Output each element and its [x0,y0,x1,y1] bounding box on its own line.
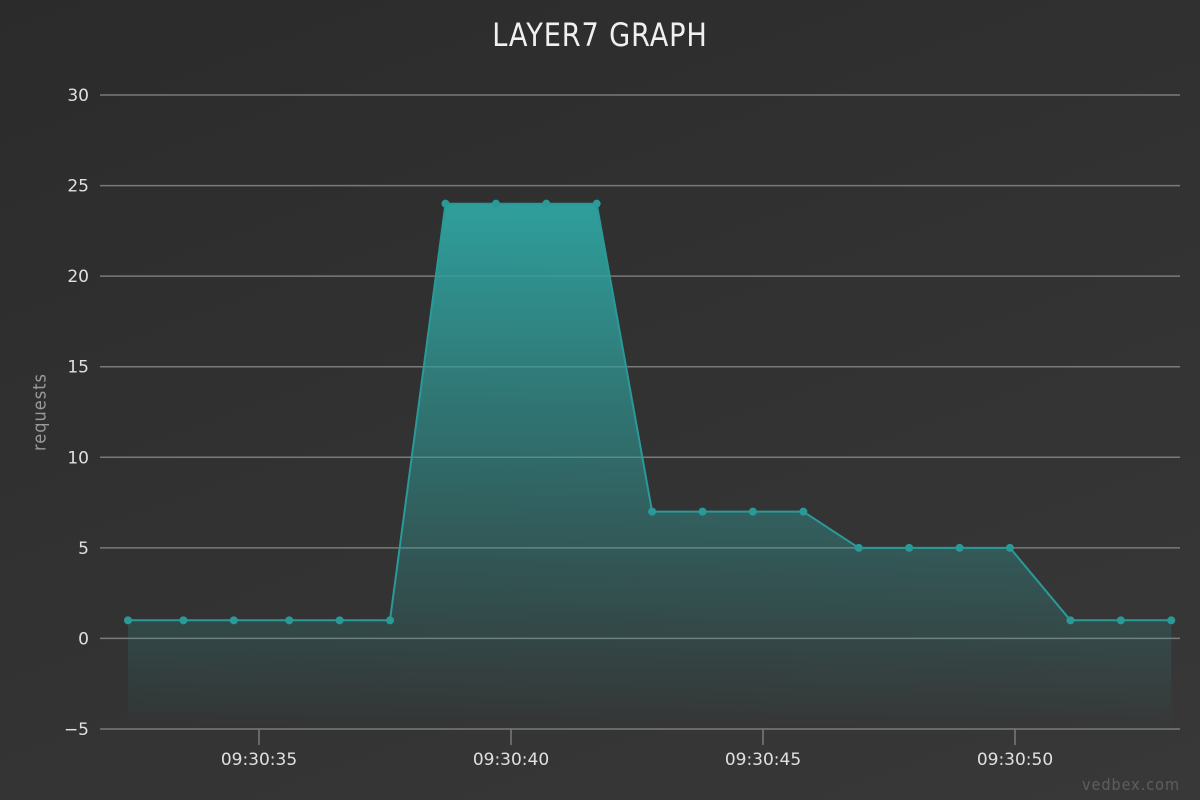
x-tick-label: 09:30:35 [221,750,297,770]
data-point[interactable] [386,616,395,625]
data-point[interactable] [1005,543,1014,552]
data-point[interactable] [1167,616,1176,625]
data-point[interactable] [1066,616,1075,625]
y-tick-label: 25 [67,177,89,197]
y-tick-label: 20 [67,267,89,287]
data-point[interactable] [229,616,238,625]
watermark: vedbex.com [1081,775,1180,794]
x-tick-label: 09:30:40 [473,750,549,770]
data-point[interactable] [905,543,914,552]
data-point[interactable] [179,616,188,625]
y-tick-label: 30 [67,86,89,106]
x-axis-ticks: 09:30:35 09:30:40 09:30:45 09:30:50 [221,729,1053,770]
y-tick-label: 15 [67,358,89,378]
data-point[interactable] [123,616,132,625]
data-point[interactable] [854,543,863,552]
data-area [128,202,1172,729]
data-point[interactable] [748,507,757,516]
data-point[interactable] [285,616,294,625]
data-point[interactable] [698,507,707,516]
data-point[interactable] [542,199,551,208]
area-fill [128,203,1172,729]
data-points [123,199,1176,625]
y-tick-label: 10 [67,448,89,468]
data-point[interactable] [441,199,450,208]
data-point[interactable] [491,199,500,208]
data-point[interactable] [1116,616,1125,625]
y-tick-label: 0 [78,629,89,649]
data-point[interactable] [335,616,344,625]
chart-title: LAYER7 GRAPH [492,16,708,54]
y-tick-label: 5 [78,539,89,559]
y-axis-ticks: 30 25 20 15 10 5 0 −5 [64,86,89,740]
x-tick-label: 09:30:45 [725,750,801,770]
data-point[interactable] [955,543,964,552]
x-tick-label: 09:30:50 [977,750,1053,770]
y-tick-label: −5 [64,720,89,740]
data-point[interactable] [592,199,601,208]
data-point[interactable] [648,507,657,516]
data-point[interactable] [799,507,808,516]
